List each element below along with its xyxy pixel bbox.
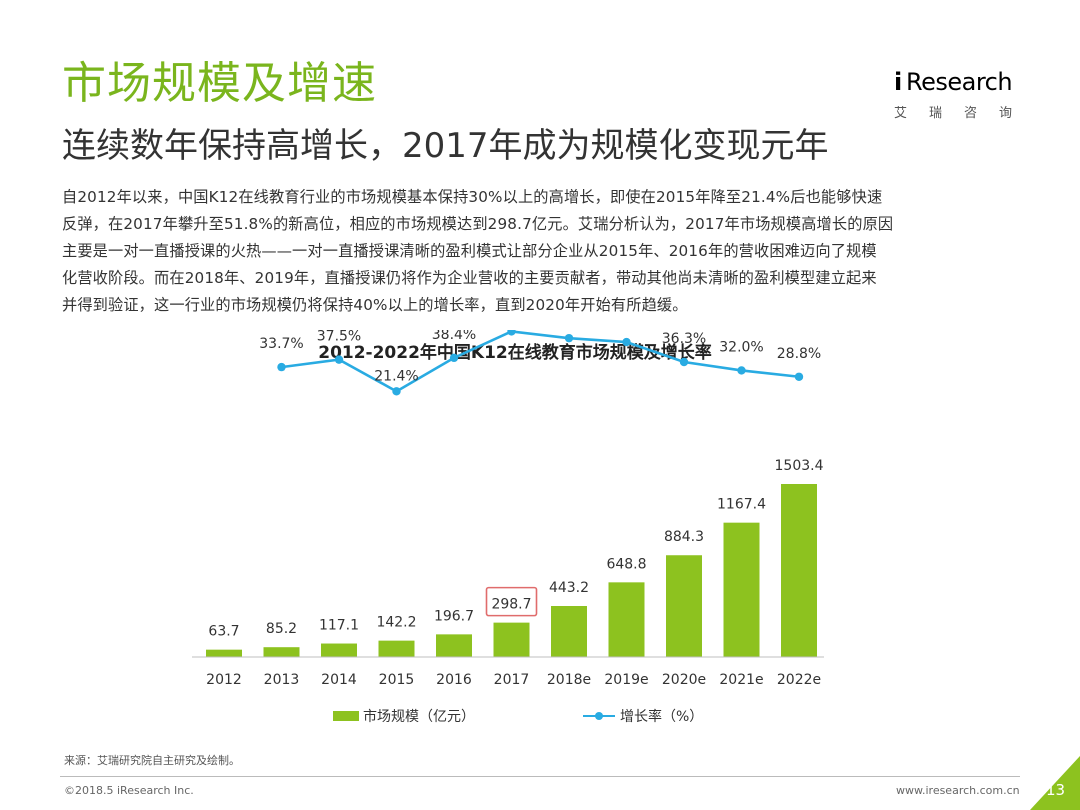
bar-2015 xyxy=(378,640,415,657)
bar-label-2012: 63.7 xyxy=(208,624,239,640)
website-url: www.iresearch.com.cn xyxy=(896,784,1020,797)
x-tick-2013: 2013 xyxy=(264,672,300,688)
bar-series xyxy=(206,484,817,657)
paragraph-line: 化营收阶段。而在2018年、2019年，直播授课仍将作为企业营收的主要贡献者，带… xyxy=(62,269,877,287)
bar-label-2022e: 1503.4 xyxy=(775,458,824,474)
bar-2022e xyxy=(781,484,817,657)
bar-2014 xyxy=(321,643,357,657)
growth-point-2018e xyxy=(564,333,574,343)
x-tick-2016: 2016 xyxy=(436,672,472,688)
bar-2012 xyxy=(206,649,242,657)
growth-label-2013: 33.7% xyxy=(259,336,303,352)
growth-label-2020e: 36.3% xyxy=(662,331,706,347)
x-tick-2022e: 2022e xyxy=(777,672,821,688)
growth-point-2020e xyxy=(679,357,689,367)
growth-label-2022e: 28.8% xyxy=(777,346,821,362)
growth-point-2021e xyxy=(737,366,746,375)
growth-point-2016 xyxy=(449,353,459,363)
page-number: 13 xyxy=(1046,781,1066,799)
x-tick-2012: 2012 xyxy=(206,672,242,688)
x-tick-2019e: 2019e xyxy=(604,672,648,688)
bar-label-2021e: 1167.4 xyxy=(717,497,766,513)
bar-labels: 63.7 85.2 117.1 142.2 196.7 298.7 443.2 648.8 88… xyxy=(208,458,823,640)
legend-bar-label: 市场规模（亿元） xyxy=(363,708,475,725)
page-corner-decoration xyxy=(1030,756,1080,810)
bar-label-2015: 142.2 xyxy=(376,615,416,631)
bar-label-2019e: 648.8 xyxy=(606,556,646,572)
growth-label-2014: 37.5% xyxy=(317,330,361,345)
growth-label-2016: 38.4% xyxy=(432,330,476,343)
bar-2018e xyxy=(551,605,587,657)
logo-subtitle: 艾瑞咨询 xyxy=(894,106,1035,121)
bar-label-2016: 196.7 xyxy=(434,608,474,624)
chart-title: 2012-2022年中国K12在线教育市场规模及增长率 xyxy=(318,342,712,363)
x-tick-2018e: 2018e xyxy=(547,672,591,688)
bar-2017 xyxy=(493,622,530,657)
growth-point-2014 xyxy=(334,355,344,364)
x-tick-2021e: 2021e xyxy=(719,672,763,688)
bar-2013 xyxy=(263,647,300,657)
bar-2021e xyxy=(723,522,760,657)
x-tick-2015: 2015 xyxy=(379,672,415,688)
paragraph-line: 反弹，在2017年攀升至51.8%的新高位，相应的市场规模达到298.7亿元。艾… xyxy=(62,215,894,233)
growth-point-2017 xyxy=(507,330,516,336)
logo-i: i xyxy=(894,68,902,96)
paragraph-line: 自2012年以来，中国K12在线教育行业的市场规模基本保持30%以上的高增长，即… xyxy=(62,188,883,206)
bar-label-2013: 85.2 xyxy=(266,621,297,637)
bar-label-2018e: 443.2 xyxy=(549,580,589,596)
x-tick-2017: 2017 xyxy=(494,672,530,688)
page-subtitle: 连续数年保持高增长，2017年成为规模化变现元年 xyxy=(62,126,829,166)
legend-bar-swatch xyxy=(333,711,359,721)
logo-research: Research xyxy=(906,68,1012,96)
growth-labels: 33.7%37.5%21.4%38.4%51.8%48.4%46.4%36.3%… xyxy=(259,330,821,384)
bar-2020e xyxy=(666,555,702,657)
paragraph-line: 并得到验证，这一行业的市场规模仍将保持40%以上的增长率，直到2020年开始有所… xyxy=(62,296,688,314)
growth-line xyxy=(281,330,800,393)
growth-point-2013 xyxy=(277,362,286,372)
legend-line-label: 增长率（%） xyxy=(620,708,703,725)
source-note: 来源：艾瑞研究院自主研究及绘制。 xyxy=(64,754,240,767)
chart-legend: 市场规模（亿元） 增长率（%） xyxy=(333,708,703,725)
footer-divider xyxy=(60,776,1020,777)
x-tick-2014: 2014 xyxy=(321,672,357,688)
iresearch-logo: i Research 艾瑞咨询 xyxy=(892,62,1032,124)
highlight-box-bar-2017 xyxy=(485,586,538,617)
page-title: 市场规模及增速 xyxy=(62,58,377,109)
copyright-text: ©2018.5 iResearch Inc. xyxy=(64,784,194,797)
bar-label-2014: 117.1 xyxy=(319,618,359,634)
paragraph-line: 主要是一对一直播授课的火热——一对一直播授课清晰的盈利模式让部分企业从2015年… xyxy=(62,242,877,260)
market-size-chart: 2012-2022年中国K12在线教育市场规模及增长率 63.7 85.2 117.… xyxy=(192,330,824,725)
x-tick-labels: 2012 2013 2014 2015 2016 2017 2018e 2019e 2020e 2… xyxy=(206,672,821,688)
bar-label-2020e: 884.3 xyxy=(664,529,704,545)
growth-point-2019e xyxy=(622,337,631,347)
bar-label-2017: 298.7 xyxy=(491,597,531,613)
growth-label-2021e: 32.0% xyxy=(719,339,763,355)
x-tick-2020e: 2020e xyxy=(662,672,706,688)
growth-line-series xyxy=(277,330,804,396)
description-paragraph: 自2012年以来，中国K12在线教育行业的市场规模基本保持30%以上的高增长，即… xyxy=(62,184,1028,319)
logo-wordmark: i Research xyxy=(894,68,1013,96)
bar-2016 xyxy=(436,634,472,657)
bar-2019e xyxy=(608,582,645,657)
growth-label-2015: 21.4% xyxy=(374,368,418,384)
legend-line-marker xyxy=(595,712,603,720)
growth-point-2022e xyxy=(794,372,804,381)
growth-point-2015 xyxy=(392,387,401,396)
